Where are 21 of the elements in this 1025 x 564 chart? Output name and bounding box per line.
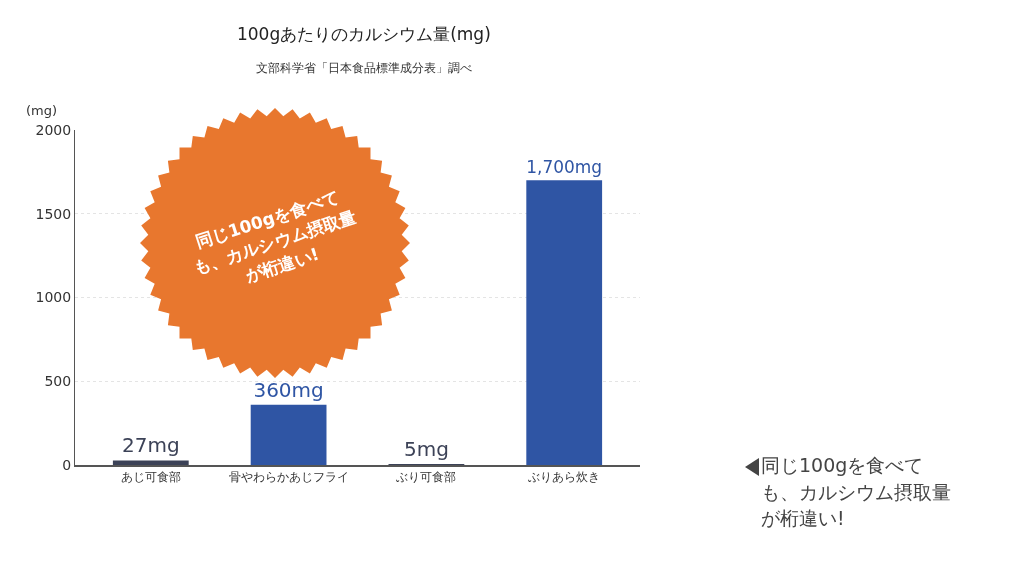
bar <box>112 460 189 465</box>
y-tick-label: 2000 <box>35 121 72 138</box>
y-tick-label: 1000 <box>35 289 72 306</box>
x-tick-label: ぶりあら炊き <box>528 470 601 485</box>
y-tick-label: 1500 <box>35 205 72 222</box>
data-label: 360mg <box>253 377 324 402</box>
x-tick-label: あじ可食部 <box>120 470 181 485</box>
text: 同じ100gを食べても、カルシウム摂取量が桁違い! <box>761 453 952 532</box>
bar <box>250 404 327 465</box>
data-label: 27mg <box>121 433 180 458</box>
chart-title: 100gあたりのカルシウム量(mg) <box>236 24 491 45</box>
y-tick-label: 0 <box>62 456 72 473</box>
annotation: 同じ100gを食べても、カルシウム摂取量が桁違い! <box>189 185 360 288</box>
data-label: 5mg <box>403 437 449 461</box>
chart-subtitle: 文部科学省「日本食品標準成分表」調べ <box>255 60 472 75</box>
y-axis-title: (mg) <box>26 103 58 118</box>
data-label: 1,700mg <box>526 157 603 178</box>
x-tick-label: 骨やわらかあじフライ <box>228 470 349 485</box>
bar <box>526 180 603 465</box>
y-tick-label: 500 <box>44 373 72 390</box>
x-tick-label: ぶり可食部 <box>396 470 457 485</box>
